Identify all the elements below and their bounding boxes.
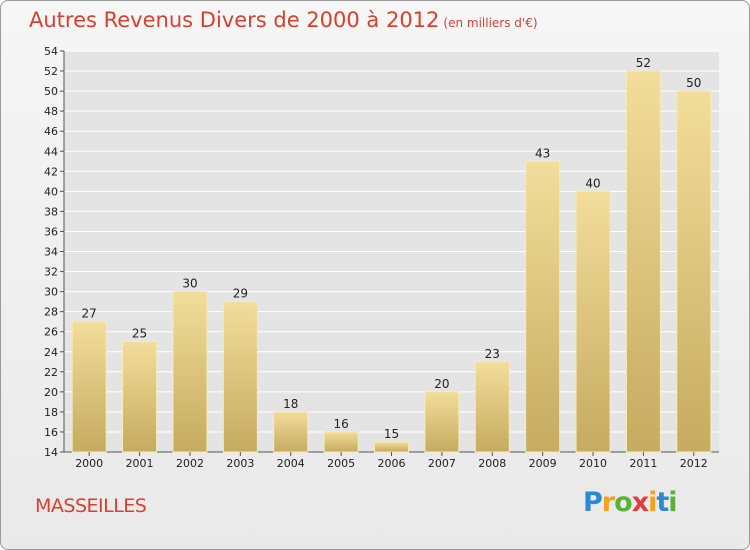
bar-value-label: 43 <box>535 146 550 160</box>
x-tick-label: 2002 <box>176 457 204 470</box>
logo-letter: i <box>648 487 657 518</box>
x-tick-label: 2012 <box>680 457 708 470</box>
bar <box>122 341 158 453</box>
y-tick-label: 44 <box>44 145 58 158</box>
x-tick-label: 2010 <box>579 457 607 470</box>
bar-value-label: 18 <box>283 397 298 411</box>
bar <box>374 441 409 453</box>
bar-value-label: 52 <box>636 56 651 70</box>
bar <box>222 301 258 453</box>
x-tick-label: 2003 <box>226 457 254 470</box>
bar <box>474 361 510 453</box>
bar-value-label: 29 <box>233 287 248 301</box>
y-tick-label: 16 <box>44 426 58 439</box>
y-tick-label: 48 <box>44 105 58 118</box>
bar-value-label: 27 <box>82 307 97 321</box>
y-tick-label: 40 <box>44 185 58 198</box>
bar <box>273 411 309 453</box>
bar-value-label: 50 <box>686 76 701 90</box>
y-tick-label: 50 <box>44 85 58 98</box>
bar <box>71 321 107 453</box>
x-tick-label: 2009 <box>529 457 557 470</box>
bar <box>172 291 208 453</box>
y-tick-label: 36 <box>44 225 58 238</box>
x-tick-label: 2004 <box>277 457 305 470</box>
x-tick-label: 2007 <box>428 457 456 470</box>
bar-value-label: 15 <box>384 427 399 441</box>
logo-letter: x <box>631 487 649 518</box>
bar-value-label: 25 <box>132 327 147 341</box>
bar <box>424 391 460 453</box>
bar-value-label: 16 <box>333 417 348 431</box>
y-tick-label: 32 <box>44 266 58 279</box>
logo-letter: t <box>656 487 669 518</box>
logo-letter: i <box>668 487 677 518</box>
y-tick-label: 38 <box>44 205 58 218</box>
y-tick-label: 30 <box>44 286 58 299</box>
chart-title: Autres Revenus Divers de 2000 à 2012 (en … <box>29 8 538 32</box>
y-tick-label: 14 <box>44 446 58 459</box>
bar-chart: 14 16 18 20 22 24 26 28 30 32 34 36 38 40 42 44 46 48 50 52… <box>44 45 719 470</box>
y-tick-label: 42 <box>44 165 58 178</box>
bar-value-label: 40 <box>585 176 600 190</box>
y-tick-label: 26 <box>44 326 58 339</box>
y-tick-label: 54 <box>44 45 58 58</box>
y-tick-label: 22 <box>44 366 58 379</box>
bar <box>625 70 661 453</box>
y-tick-label: 28 <box>44 306 58 319</box>
bar <box>323 431 359 453</box>
proxiti-logo: Proxiti <box>583 487 678 518</box>
y-tick-label: 34 <box>44 246 58 259</box>
title-unit: (en milliers d'€) <box>443 16 538 30</box>
bar <box>525 160 561 453</box>
x-tick-label: 2000 <box>75 457 103 470</box>
commune-name: MASSEILLES <box>35 495 147 517</box>
bar-value-label: 20 <box>434 377 449 391</box>
bar-value-label: 30 <box>182 277 197 291</box>
bar <box>676 90 712 453</box>
y-tick-label: 24 <box>44 346 58 359</box>
title-text: Autres Revenus Divers de 2000 à 2012 <box>29 8 440 32</box>
x-tick-label: 2005 <box>327 457 355 470</box>
x-tick-label: 2011 <box>629 457 657 470</box>
bar <box>575 190 611 453</box>
bar-value-label: 23 <box>485 347 500 361</box>
y-tick-label: 20 <box>44 386 58 399</box>
y-tick-label: 52 <box>44 65 58 78</box>
logo-letter: P <box>583 487 603 518</box>
x-tick-label: 2006 <box>378 457 406 470</box>
y-tick-label: 46 <box>44 125 58 138</box>
x-tick-label: 2008 <box>478 457 506 470</box>
y-tick-label: 18 <box>44 406 58 419</box>
logo-letter: r <box>601 487 615 518</box>
x-tick-label: 2001 <box>126 457 154 470</box>
logo-letter: o <box>614 487 633 518</box>
